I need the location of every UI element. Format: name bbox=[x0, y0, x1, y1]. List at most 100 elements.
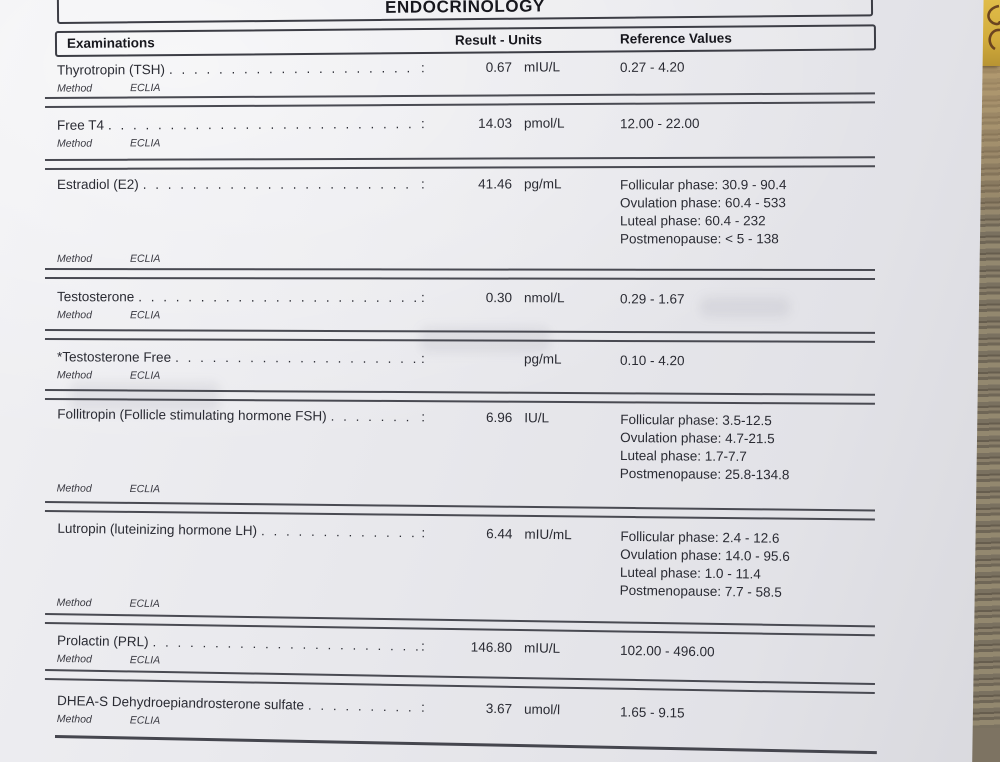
method-label: Method bbox=[56, 369, 93, 382]
reference-line: Postmenopause: 25.8-134.8 bbox=[619, 465, 790, 483]
result-value bbox=[440, 351, 512, 369]
method-value: ECLIA bbox=[130, 81, 161, 95]
exam-row-tsh: Thyrotropin (TSH). . . . . . . . . . . .… bbox=[0, 51, 984, 97]
reference-line: 0.10 - 4.20 bbox=[619, 352, 685, 369]
result-value: 6.44 bbox=[486, 526, 513, 542]
dot-leader: . . . . . . . . . . . . . . . . . . . . … bbox=[152, 634, 419, 656]
method-value: ECLIA bbox=[129, 654, 161, 667]
paper-showthrough bbox=[70, 382, 220, 412]
method-value: ECLIA bbox=[130, 252, 161, 265]
exam-name: Estradiol (E2). . . . . . . . . . . . . … bbox=[57, 177, 418, 249]
result-unit: umol/l bbox=[523, 701, 561, 718]
exam-row-estradiol: Estradiol (E2). . . . . . . . . . . . . … bbox=[0, 169, 984, 268]
exam-colon: : bbox=[420, 116, 425, 132]
method-label: Method bbox=[57, 82, 93, 95]
reference-values: 0.10 - 4.20 bbox=[608, 352, 965, 372]
reference-line: Ovulation phase: 60.4 - 533 bbox=[619, 195, 786, 211]
paper-showthrough bbox=[700, 297, 790, 317]
exam-row-fsh: Follitropin (Follicle stimulating hormon… bbox=[0, 400, 984, 509]
exam-row-testosterone-free: *Testosterone Free. . . . . . . . . . . … bbox=[0, 340, 984, 394]
dot-leader: . . . . . . . . . . . . . . . . . . . . … bbox=[307, 697, 418, 718]
exam-name: Lutropin (luteinizing hormone LH). . . .… bbox=[57, 521, 419, 598]
reference-line: 0.27 - 4.20 bbox=[619, 59, 685, 75]
exam-colon: : bbox=[421, 525, 426, 541]
reference-values: 12.00 - 22.00 bbox=[608, 114, 965, 134]
separator-rule bbox=[44, 156, 876, 170]
reference-line: 0.29 - 1.67 bbox=[619, 291, 685, 307]
dot-leader: . . . . . . . . . . . . . . . . . . . . … bbox=[260, 523, 419, 545]
yellow-object-print-marks bbox=[987, 4, 1000, 51]
method-label: Method bbox=[57, 252, 93, 265]
exam-name: *Testosterone Free. . . . . . . . . . . … bbox=[57, 349, 418, 369]
method-label: Method bbox=[56, 309, 93, 322]
method-line: Method ECLIA bbox=[57, 482, 965, 501]
exam-colon: : bbox=[420, 638, 425, 654]
result-value: 14.03 bbox=[478, 115, 512, 131]
result-value: 41.46 bbox=[478, 176, 512, 192]
separator-rule bbox=[44, 268, 876, 281]
result-value: 0.67 bbox=[485, 59, 512, 75]
section-title-box: ENDOCRINOLOGY bbox=[56, 0, 874, 24]
reference-line: 12.00 - 22.00 bbox=[619, 115, 700, 132]
result-unit: mIU/mL bbox=[524, 526, 572, 543]
reference-line: Luteal phase: 60.4 - 232 bbox=[619, 213, 766, 229]
reference-values: 0.29 - 1.67 bbox=[608, 290, 965, 309]
dot-leader: . . . . . . . . . . . . . . . . . . . . … bbox=[175, 349, 419, 368]
method-label: Method bbox=[56, 713, 92, 726]
method-label: Method bbox=[56, 482, 92, 495]
lab-report: ENDOCRINOLOGY Examinations Result - Unit… bbox=[0, 0, 984, 754]
result-unit: mIU/L bbox=[523, 640, 561, 656]
paper-showthrough bbox=[420, 327, 550, 353]
method-value: ECLIA bbox=[129, 714, 161, 727]
dot-leader: . . . . . . . . . . . . . . . . . . . . … bbox=[138, 289, 419, 305]
method-line: Method ECLIA bbox=[57, 252, 965, 265]
exam-row-free-t4: Free T4. . . . . . . . . . . . . . . . .… bbox=[0, 104, 984, 159]
exam-colon: : bbox=[420, 289, 425, 305]
exam-name: Follitropin (Follicle stimulating hormon… bbox=[57, 406, 419, 481]
dot-leader: . . . . . . . . . . . . . . . . . . . . … bbox=[168, 60, 418, 77]
method-value: ECLIA bbox=[129, 369, 161, 382]
exam-row-lh: Lutropin (luteinizing hormone LH). . . .… bbox=[0, 512, 984, 625]
method-value: ECLIA bbox=[129, 597, 160, 611]
method-line: Method ECLIA bbox=[57, 134, 965, 150]
exam-colon: : bbox=[420, 699, 425, 715]
result-value: 6.96 bbox=[485, 409, 513, 426]
method-label: Method bbox=[56, 596, 92, 610]
column-header-result-units: Result - Units bbox=[454, 32, 543, 48]
method-value: ECLIA bbox=[129, 483, 161, 496]
exam-colon: : bbox=[420, 350, 425, 367]
dot-leader: . . . . . . . . . . . . . . . . . . . . … bbox=[330, 408, 419, 428]
result-value: 0.30 bbox=[485, 290, 513, 306]
result-unit: pmol/L bbox=[523, 115, 565, 131]
result-unit: pg/mL bbox=[523, 176, 562, 192]
result-unit: nmol/L bbox=[523, 290, 565, 306]
dot-leader: . . . . . . . . . . . . . . . . . . . . … bbox=[142, 176, 418, 192]
method-line: Method ECLIA bbox=[57, 309, 965, 323]
reference-values: Follicular phase: 2.4 - 12.6 Ovulation p… bbox=[608, 528, 966, 604]
exam-colon: : bbox=[421, 409, 426, 425]
section-title: ENDOCRINOLOGY bbox=[384, 0, 546, 17]
method-label: Method bbox=[57, 137, 93, 150]
column-header-reference-values: Reference Values bbox=[619, 30, 732, 47]
method-line: Method ECLIA bbox=[57, 369, 965, 385]
reference-values: Follicular phase: 3.5-12.5 Ovulation pha… bbox=[608, 411, 966, 486]
reference-values: 0.27 - 4.20 bbox=[608, 57, 965, 77]
result-value: 146.80 bbox=[470, 639, 513, 656]
result-unit: mIU/L bbox=[523, 59, 561, 75]
reference-line: Postmenopause: 7.7 - 58.5 bbox=[619, 582, 782, 600]
result-unit: IU/L bbox=[524, 410, 550, 426]
column-header-examinations: Examinations bbox=[66, 35, 155, 51]
exam-name: Testosterone. . . . . . . . . . . . . . … bbox=[57, 289, 418, 308]
exam-row-testosterone: Testosterone. . . . . . . . . . . . . . … bbox=[0, 279, 984, 331]
yellow-object bbox=[982, 0, 1000, 66]
exam-colon: : bbox=[420, 176, 425, 192]
method-value: ECLIA bbox=[130, 137, 161, 150]
method-value: ECLIA bbox=[129, 309, 161, 322]
reference-line: Postmenopause: < 5 - 138 bbox=[620, 231, 779, 247]
dot-leader: . . . . . . . . . . . . . . . . . . . . … bbox=[107, 116, 418, 133]
method-label: Method bbox=[56, 652, 92, 666]
exam-colon: : bbox=[420, 60, 425, 76]
exam-name: Free T4. . . . . . . . . . . . . . . . .… bbox=[57, 116, 418, 136]
exam-name: Thyrotropin (TSH). . . . . . . . . . . .… bbox=[57, 60, 418, 80]
